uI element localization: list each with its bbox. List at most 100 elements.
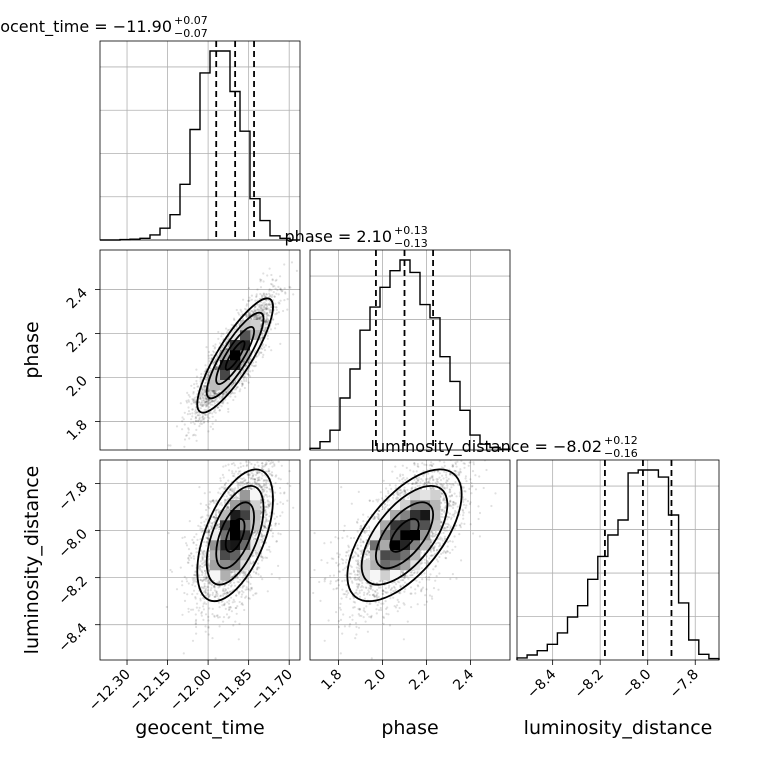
sample-point [225, 392, 228, 395]
sample-point [206, 404, 209, 407]
sample-point [169, 444, 172, 447]
sample-point [252, 310, 255, 314]
sample-point [214, 411, 217, 414]
sample-point [210, 353, 214, 356]
sample-point [199, 420, 202, 423]
sample-point [266, 321, 269, 324]
sample-point [232, 398, 235, 402]
sample-point [208, 357, 211, 360]
sample-point [201, 552, 204, 556]
sample-point [263, 349, 267, 352]
sample-point [206, 402, 209, 405]
sample-point [222, 587, 225, 590]
sample-point [249, 312, 252, 315]
sample-point [246, 315, 249, 319]
sample-point [273, 463, 276, 466]
sample-point [230, 385, 233, 388]
sample-point [220, 396, 223, 399]
sample-point [257, 308, 260, 311]
sample-point [207, 402, 210, 405]
sample-point [209, 524, 212, 528]
sample-point [265, 316, 268, 319]
sample-point [201, 396, 204, 399]
sample-point [284, 292, 287, 295]
sample-point [205, 397, 208, 401]
sample-point [208, 530, 211, 533]
sample-point [258, 317, 261, 320]
sample-point [181, 416, 184, 419]
sample-point [212, 390, 215, 393]
sample-point [227, 587, 230, 590]
sample-point [260, 541, 263, 544]
sample-point [208, 533, 211, 536]
sample-point [204, 578, 207, 581]
sample-point [261, 488, 264, 491]
sample-point [211, 412, 214, 415]
sample-point [251, 474, 254, 477]
sample-point [240, 365, 243, 368]
sample-point [210, 584, 214, 587]
sample-point [279, 287, 282, 290]
sample-point [205, 397, 208, 401]
sample-point [228, 469, 231, 472]
sample-point [260, 538, 263, 541]
sample-point [255, 314, 258, 317]
sample-point [202, 399, 205, 402]
sample-point [225, 327, 228, 330]
sample-point [264, 526, 267, 529]
sample-point [205, 403, 208, 406]
sample-point [265, 315, 268, 318]
sample-point [192, 541, 195, 544]
sample-point [256, 552, 259, 556]
sample-point [268, 295, 271, 298]
density-cell [230, 330, 241, 341]
sample-point [269, 529, 272, 532]
sample-point [230, 488, 233, 491]
sample-point [231, 497, 235, 501]
sample-point [199, 380, 202, 383]
sample-point [241, 384, 244, 388]
sample-point [228, 608, 231, 611]
sample-point [239, 481, 242, 484]
sample-point [248, 361, 251, 364]
sample-point [241, 363, 244, 366]
sample-point [234, 395, 237, 398]
sample-point [242, 298, 245, 301]
sample-point [269, 294, 272, 297]
sample-point [267, 307, 270, 310]
sample-point [227, 608, 231, 612]
sample-point [192, 392, 195, 395]
sample-point [259, 317, 262, 320]
sample-point [247, 299, 250, 302]
sample-point [200, 611, 203, 614]
sample-point [260, 511, 263, 515]
sample-point [245, 314, 248, 317]
sample-point [255, 318, 258, 321]
sample-point [198, 414, 201, 417]
sample-point [200, 569, 203, 572]
sample-point [242, 591, 245, 594]
sample-point [202, 608, 205, 611]
sample-point [277, 477, 280, 480]
sample-point [227, 410, 230, 413]
sample-point [195, 379, 198, 383]
sample-point [203, 384, 206, 387]
sample-point [197, 414, 200, 417]
sample-point [187, 406, 190, 409]
sample-point [189, 421, 193, 424]
sample-point [266, 548, 269, 551]
sample-point [246, 577, 249, 580]
sample-point [198, 401, 201, 404]
sample-point [261, 462, 264, 465]
sample-point [187, 561, 190, 564]
sample-point [200, 372, 203, 376]
sample-point [245, 303, 249, 306]
sample-point [248, 473, 251, 476]
sample-point [260, 304, 263, 307]
sample-point [254, 305, 257, 308]
sample-point [201, 579, 204, 582]
sample-point [199, 568, 202, 571]
sample-point [193, 557, 196, 560]
sample-point [247, 597, 250, 600]
sample-point [197, 401, 201, 404]
